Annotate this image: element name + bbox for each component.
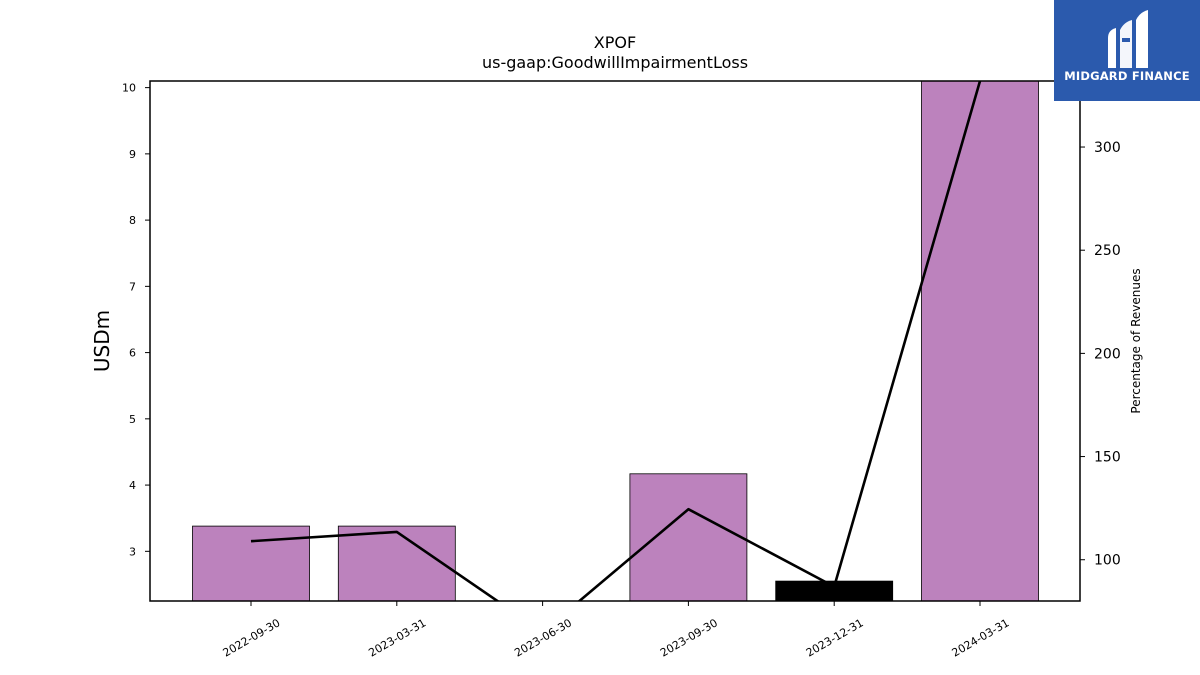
brand-logo: MIDGARD FINANCE <box>1054 0 1200 101</box>
y2-tick-label-150: 150 <box>1094 450 1121 466</box>
bar-2023-09-30 <box>629 473 748 601</box>
chart-subtitle: us-gaap:GoodwillImpairmentLoss <box>482 53 748 72</box>
y-tick-label-5: 5 <box>129 413 136 426</box>
y-axis-label: USDm <box>90 310 114 372</box>
x-tick-label-2023-03-31: 2023-03-31 <box>366 616 428 659</box>
brand-name: MIDGARD FINANCE <box>1064 69 1190 83</box>
midgard-logo-icon <box>1108 10 1148 68</box>
y-tick-label-7: 7 <box>129 280 136 293</box>
x-tick-label-2023-06-30: 2023-06-30 <box>512 616 574 659</box>
y-tick-label-3: 3 <box>129 545 136 558</box>
y2-tick-label-100: 100 <box>1094 553 1121 569</box>
y-tick-label-10: 10 <box>122 82 136 95</box>
x-tick-label-2024-03-31: 2024-03-31 <box>950 616 1012 659</box>
line-layer <box>250 81 982 601</box>
chart-title: XPOF <box>594 33 636 52</box>
y-tick-label-9: 9 <box>129 148 136 161</box>
y2-axis-label: Percentage of Revenues <box>1129 268 1143 413</box>
x-tick-label-2023-09-30: 2023-09-30 <box>658 616 720 659</box>
bar-2023-03-31 <box>337 525 456 601</box>
y2-tick-label-250: 250 <box>1094 243 1121 259</box>
y2-tick-label-200: 200 <box>1094 346 1121 362</box>
y-tick-label-8: 8 <box>129 214 136 227</box>
bar-2024-03-31 <box>921 81 1039 601</box>
y-tick-label-6: 6 <box>129 347 136 360</box>
y2-tick-label-300: 300 <box>1094 140 1121 156</box>
revenue-percentage-line <box>250 81 982 601</box>
y-tick-label-4: 4 <box>129 479 136 492</box>
plot-frame <box>149 80 1081 602</box>
bars-layer <box>192 81 1039 601</box>
x-tick-label-2022-09-30: 2022-09-30 <box>221 616 283 659</box>
x-tick-label-2023-12-31: 2023-12-31 <box>804 616 866 659</box>
